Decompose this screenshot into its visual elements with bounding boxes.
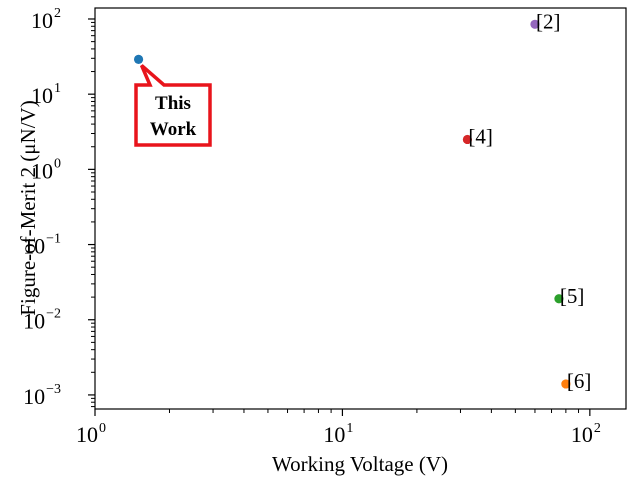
point-label: [4]: [468, 124, 493, 148]
y-axis-title: Figure-of-Merit 2 (μN/V): [16, 100, 40, 315]
marks-group: [2] [4] [5] [6]: [133, 9, 592, 393]
data-point: [530, 19, 540, 29]
y-tick-label: 10−3: [23, 382, 61, 409]
data-point: [133, 54, 144, 65]
x-axis-title: Working Voltage (V): [272, 452, 448, 476]
data-point: [561, 379, 571, 389]
callout-line-2: Work: [150, 119, 197, 140]
point-label: [5]: [560, 284, 585, 308]
point-label: [2]: [536, 9, 561, 33]
x-tick-label: 102: [571, 421, 601, 447]
point-label: [6]: [567, 369, 592, 393]
callout-shape: [134, 64, 212, 147]
data-point: [554, 294, 564, 304]
y-tick-label: 102: [31, 6, 61, 33]
plot-frame: [94, 7, 627, 410]
callout-line-1: This: [155, 93, 191, 114]
x-tick-label: 101: [323, 421, 353, 447]
data-point: [462, 134, 473, 145]
x-tick-label: 100: [76, 421, 106, 447]
this-work-callout: This Work: [134, 64, 212, 147]
